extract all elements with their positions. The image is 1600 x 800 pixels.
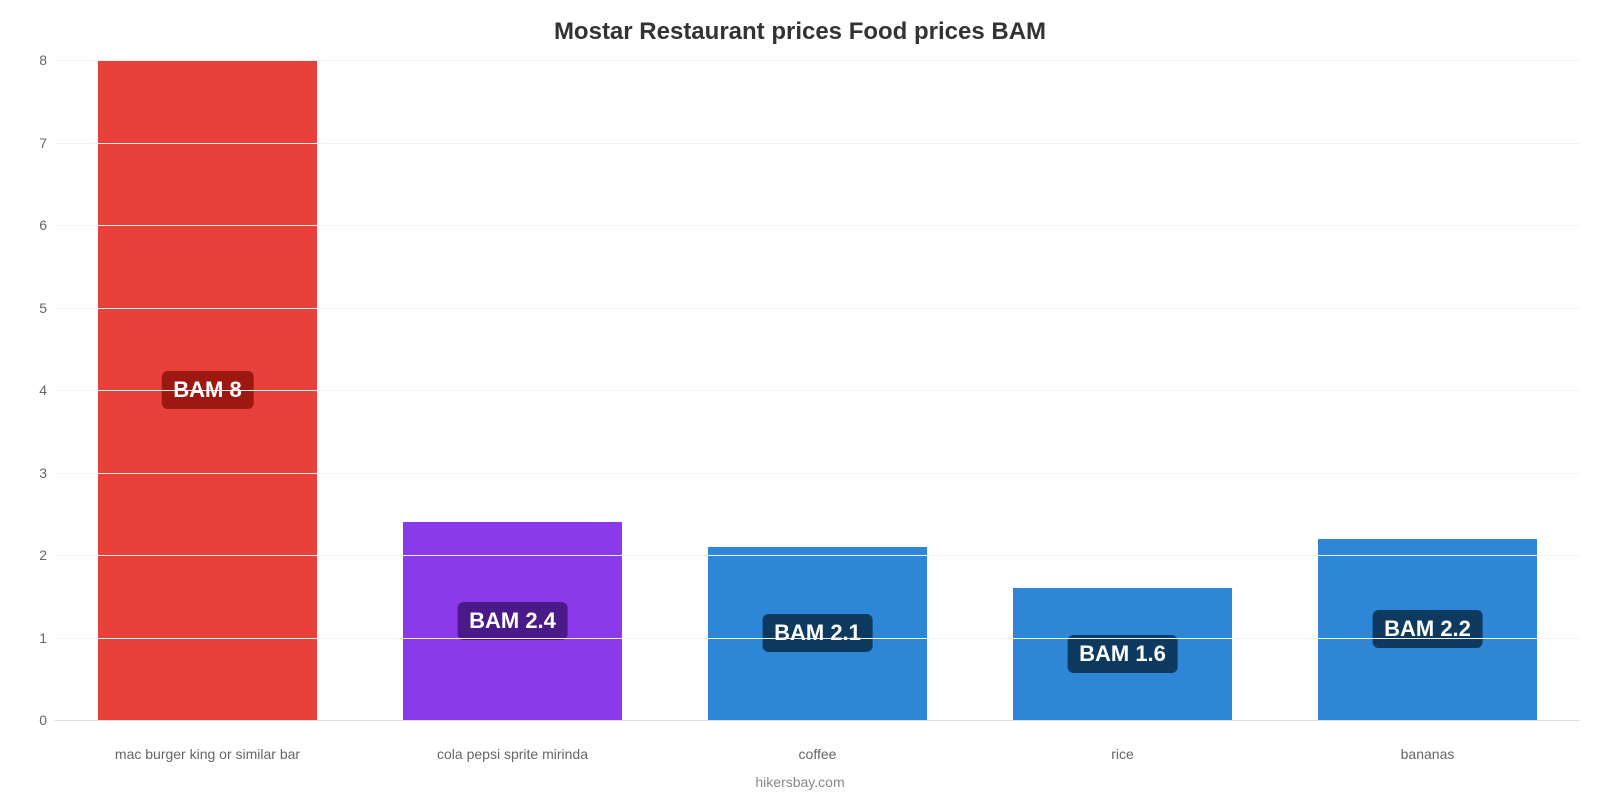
y-tick-label: 1 xyxy=(39,630,55,646)
grid-line xyxy=(55,60,1580,61)
bar-value-label: BAM 2.2 xyxy=(1372,610,1483,648)
x-tick-label: coffee xyxy=(665,746,970,762)
grid-line xyxy=(55,390,1580,391)
bar: BAM 2.2 xyxy=(1318,539,1538,721)
grid-line xyxy=(55,473,1580,474)
y-tick-label: 8 xyxy=(39,52,55,68)
chart-footer-caption: hikersbay.com xyxy=(0,774,1600,790)
grid-line xyxy=(55,720,1580,721)
bar-value-label: BAM 2.1 xyxy=(762,614,873,652)
y-tick-label: 3 xyxy=(39,465,55,481)
grid-line xyxy=(55,225,1580,226)
grid-line xyxy=(55,638,1580,639)
chart-title: Mostar Restaurant prices Food prices BAM xyxy=(0,0,1600,54)
y-tick-label: 0 xyxy=(39,712,55,728)
y-tick-label: 2 xyxy=(39,547,55,563)
y-tick-label: 7 xyxy=(39,135,55,151)
y-tick-label: 5 xyxy=(39,300,55,316)
bar: BAM 1.6 xyxy=(1013,588,1233,720)
plot-region: BAM 8BAM 2.4BAM 2.1BAM 1.6BAM 2.2 012345… xyxy=(55,60,1580,720)
bar-value-label: BAM 2.4 xyxy=(457,602,568,640)
bar: BAM 2.1 xyxy=(708,547,928,720)
x-tick-label: mac burger king or similar bar xyxy=(55,746,360,762)
bar: BAM 2.4 xyxy=(403,522,623,720)
grid-line xyxy=(55,143,1580,144)
y-tick-label: 6 xyxy=(39,217,55,233)
x-axis-labels: mac burger king or similar barcola pepsi… xyxy=(55,746,1580,762)
x-tick-label: cola pepsi sprite mirinda xyxy=(360,746,665,762)
bar-value-label: BAM 1.6 xyxy=(1067,635,1178,673)
price-bar-chart: Mostar Restaurant prices Food prices BAM… xyxy=(0,0,1600,800)
grid-line xyxy=(55,308,1580,309)
x-tick-label: bananas xyxy=(1275,746,1580,762)
x-tick-label: rice xyxy=(970,746,1275,762)
y-tick-label: 4 xyxy=(39,382,55,398)
grid-line xyxy=(55,555,1580,556)
